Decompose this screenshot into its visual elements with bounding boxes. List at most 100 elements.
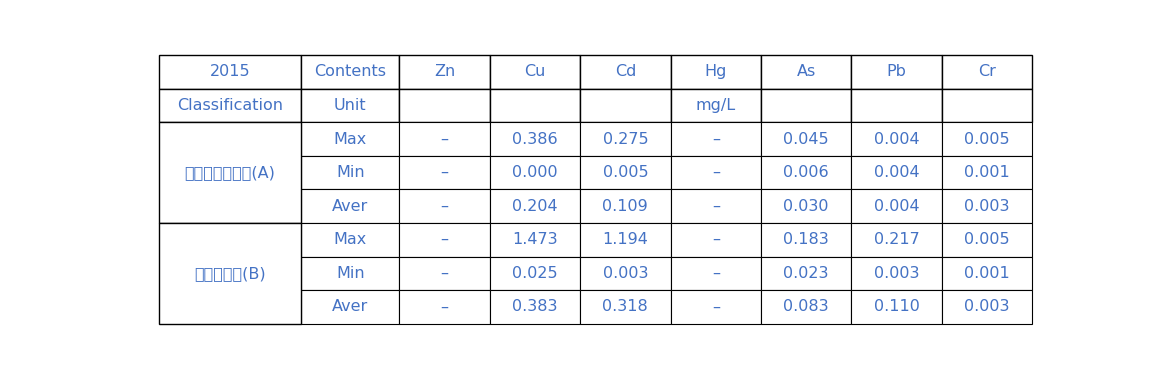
- Text: 0.217: 0.217: [874, 232, 919, 247]
- Text: Unit: Unit: [333, 98, 366, 113]
- Bar: [159, 88, 301, 122]
- Bar: [761, 55, 852, 88]
- Text: 0.001: 0.001: [964, 165, 1010, 180]
- Text: 액비처리구(B): 액비처리구(B): [194, 266, 266, 281]
- Bar: [489, 122, 580, 156]
- Bar: [761, 189, 852, 223]
- Bar: [489, 55, 580, 88]
- Text: 0.275: 0.275: [603, 132, 648, 147]
- Text: 0.003: 0.003: [603, 266, 648, 281]
- Text: 0.004: 0.004: [874, 165, 919, 180]
- Bar: [942, 156, 1032, 189]
- Text: –: –: [440, 132, 449, 147]
- Bar: [852, 122, 942, 156]
- Bar: [761, 88, 852, 122]
- Text: Max: Max: [333, 232, 367, 247]
- Bar: [489, 256, 580, 290]
- Bar: [670, 122, 761, 156]
- Text: mg/L: mg/L: [696, 98, 736, 113]
- Bar: [580, 55, 670, 88]
- Bar: [761, 156, 852, 189]
- Bar: [159, 122, 301, 223]
- Bar: [761, 122, 852, 156]
- Bar: [301, 189, 400, 223]
- Text: –: –: [440, 266, 449, 281]
- Bar: [852, 256, 942, 290]
- Bar: [670, 55, 761, 88]
- Bar: [580, 223, 670, 256]
- Text: Aver: Aver: [332, 199, 368, 214]
- Bar: [301, 122, 400, 156]
- Text: 0.003: 0.003: [874, 266, 919, 281]
- Text: As: As: [797, 64, 816, 80]
- Bar: [670, 189, 761, 223]
- Text: Max: Max: [333, 132, 367, 147]
- Bar: [852, 156, 942, 189]
- Bar: [400, 189, 489, 223]
- Text: 0.005: 0.005: [964, 232, 1010, 247]
- Text: Cr: Cr: [978, 64, 996, 80]
- Bar: [400, 223, 489, 256]
- Text: 0.183: 0.183: [783, 232, 830, 247]
- Bar: [400, 290, 489, 324]
- Text: 0.110: 0.110: [874, 299, 919, 314]
- Text: 2015: 2015: [209, 64, 250, 80]
- Text: 0.003: 0.003: [964, 299, 1010, 314]
- Text: 1.194: 1.194: [602, 232, 648, 247]
- Text: 0.004: 0.004: [874, 132, 919, 147]
- Text: 0.204: 0.204: [512, 199, 558, 214]
- Bar: [400, 55, 489, 88]
- Bar: [159, 55, 301, 88]
- Text: 0.004: 0.004: [874, 199, 919, 214]
- Text: Aver: Aver: [332, 299, 368, 314]
- Bar: [580, 290, 670, 324]
- Bar: [942, 256, 1032, 290]
- Bar: [580, 122, 670, 156]
- Bar: [852, 223, 942, 256]
- Text: Contents: Contents: [314, 64, 386, 80]
- Bar: [580, 189, 670, 223]
- Text: –: –: [712, 165, 719, 180]
- Bar: [942, 88, 1032, 122]
- Text: 0.383: 0.383: [512, 299, 558, 314]
- Bar: [670, 88, 761, 122]
- Bar: [301, 290, 400, 324]
- Text: –: –: [712, 199, 719, 214]
- Bar: [852, 55, 942, 88]
- Bar: [580, 256, 670, 290]
- Bar: [301, 55, 400, 88]
- Text: 0.006: 0.006: [783, 165, 829, 180]
- Text: Pb: Pb: [887, 64, 906, 80]
- Bar: [852, 290, 942, 324]
- Text: 0.003: 0.003: [964, 199, 1010, 214]
- Bar: [400, 122, 489, 156]
- Text: 0.386: 0.386: [512, 132, 558, 147]
- Bar: [852, 189, 942, 223]
- Text: 0.083: 0.083: [783, 299, 829, 314]
- Bar: [761, 223, 852, 256]
- Bar: [670, 290, 761, 324]
- Text: –: –: [440, 299, 449, 314]
- Bar: [489, 223, 580, 256]
- Bar: [761, 290, 852, 324]
- Text: –: –: [440, 165, 449, 180]
- Bar: [301, 256, 400, 290]
- Text: –: –: [712, 299, 719, 314]
- Text: –: –: [440, 199, 449, 214]
- Text: 0.030: 0.030: [783, 199, 829, 214]
- Text: 0.025: 0.025: [512, 266, 558, 281]
- Text: –: –: [712, 232, 719, 247]
- Bar: [400, 88, 489, 122]
- Text: 0.109: 0.109: [602, 199, 648, 214]
- Bar: [400, 256, 489, 290]
- Text: 0.001: 0.001: [964, 266, 1010, 281]
- Bar: [301, 88, 400, 122]
- Bar: [761, 256, 852, 290]
- Text: Min: Min: [336, 266, 365, 281]
- Bar: [301, 156, 400, 189]
- Text: Hg: Hg: [704, 64, 727, 80]
- Bar: [580, 156, 670, 189]
- Text: 0.005: 0.005: [964, 132, 1010, 147]
- Text: 0.045: 0.045: [783, 132, 829, 147]
- Text: Cu: Cu: [524, 64, 546, 80]
